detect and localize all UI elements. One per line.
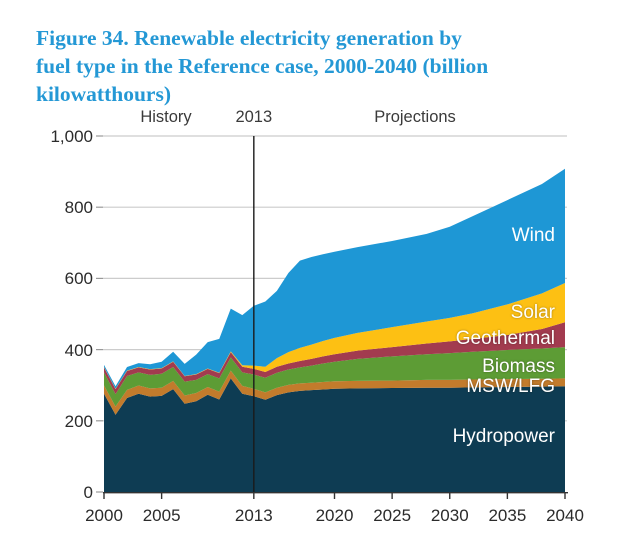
figure-title-line-2: fuel type in the Reference case, 2000-20… bbox=[36, 54, 489, 78]
series-label-wind: Wind bbox=[511, 225, 555, 246]
series-label-hydropower: Hydropower bbox=[452, 426, 555, 447]
x-tick-label-2013: 2013 bbox=[234, 506, 273, 525]
area-biomass bbox=[104, 347, 565, 407]
area-geothermal bbox=[104, 322, 565, 395]
y-tick-label-600: 600 bbox=[64, 269, 93, 289]
series-label-msw_lfg: MSW/LFG bbox=[466, 376, 555, 397]
figure-title: Figure 34. Renewable electricity generat… bbox=[36, 24, 596, 108]
header-label-history: History bbox=[140, 108, 192, 126]
y-tick-label-400: 400 bbox=[64, 340, 93, 360]
x-tick-label-2040: 2040 bbox=[546, 506, 584, 525]
area-msw_lfg bbox=[104, 370, 565, 415]
series-label-solar: Solar bbox=[510, 302, 555, 323]
x-tick-label-2035: 2035 bbox=[488, 506, 527, 525]
series-label-biomass: Biomass bbox=[482, 356, 555, 377]
series-label-geothermal: Geothermal bbox=[455, 328, 555, 349]
y-tick-label-0: 0 bbox=[83, 483, 93, 502]
figure-title-line-3: kilowatthours) bbox=[36, 82, 171, 106]
area-wind bbox=[104, 168, 565, 389]
y-tick-label-800: 800 bbox=[64, 198, 93, 218]
y-tick-label-200: 200 bbox=[64, 411, 93, 431]
area-solar bbox=[104, 283, 565, 390]
figure-title-line-1: Figure 34. Renewable electricity generat… bbox=[36, 26, 462, 50]
x-tick-label-2030: 2030 bbox=[430, 506, 469, 525]
x-tick-label-2025: 2025 bbox=[373, 506, 412, 525]
area-hydropower bbox=[104, 378, 565, 492]
x-tick-label-2005: 2005 bbox=[142, 506, 181, 525]
y-tick-label-1000: 1,000 bbox=[50, 127, 93, 146]
x-tick-label-2020: 2020 bbox=[315, 506, 354, 525]
header-label-projections: Projections bbox=[374, 108, 456, 126]
x-tick-label-2000: 2000 bbox=[85, 506, 123, 525]
header-label-2013: 2013 bbox=[235, 108, 273, 126]
